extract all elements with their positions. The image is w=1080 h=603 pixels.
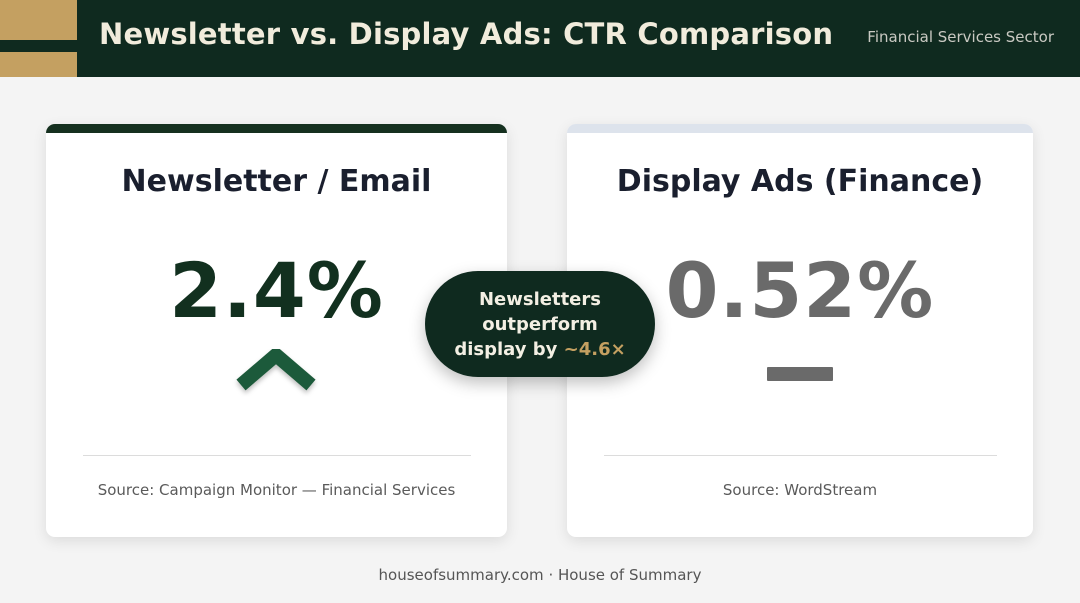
header-bar: Newsletter vs. Display Ads: CTR Comparis…: [0, 0, 1080, 77]
card-title: Newsletter / Email: [121, 164, 432, 199]
card-source: Source: Campaign Monitor — Financial Ser…: [97, 481, 456, 499]
dash-icon: [767, 367, 833, 381]
sector-label: Financial Services Sector: [867, 28, 1054, 46]
card-title: Display Ads (Finance): [616, 164, 984, 199]
card-top-bar: [46, 124, 507, 133]
comparison-badge: Newsletters outperform display by ~4.6×: [425, 271, 655, 377]
ctr-value: 2.4%: [169, 246, 384, 335]
page-title: Newsletter vs. Display Ads: CTR Comparis…: [99, 17, 834, 51]
card-source: Source: WordStream: [722, 481, 878, 499]
comparison-multiplier: ~4.6×: [563, 338, 626, 360]
card-divider: [83, 455, 471, 456]
chevron-up-icon: [236, 345, 316, 391]
comparison-line-1: Newsletters: [478, 288, 601, 310]
comparison-line-3-prefix: display by: [454, 338, 564, 360]
comparison-line-3: display by ~4.6×: [454, 337, 625, 362]
footer-credit: houseofsummary.com · House of Summary: [378, 566, 702, 584]
card-top-bar: [567, 124, 1033, 133]
card-divider: [604, 455, 997, 456]
header-accent-stripe: [0, 40, 77, 52]
ctr-value: 0.52%: [665, 246, 935, 335]
header-accent-block: [0, 0, 77, 77]
comparison-line-2: outperform: [482, 313, 598, 335]
